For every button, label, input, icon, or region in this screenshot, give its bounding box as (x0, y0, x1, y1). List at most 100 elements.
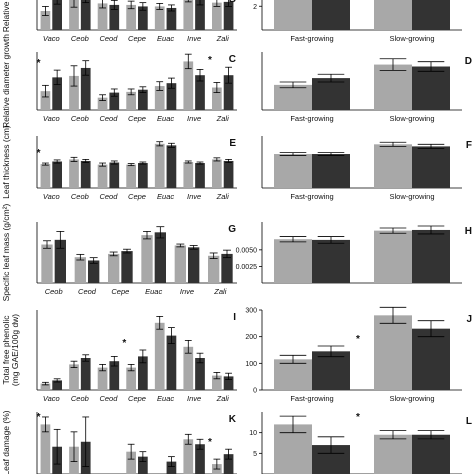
bar (412, 328, 450, 390)
bar (221, 253, 233, 283)
bar (154, 232, 166, 283)
category-label: Euac (157, 34, 174, 43)
bar (183, 439, 194, 474)
panel-C: Vaco Ceob Ceod Cepe Euac Inve Zali * * C Relative … (1, 34, 237, 128)
bar (374, 230, 412, 283)
panel-B: Vaco Ceob Ceod Cepe Euac Inve Zali B Relative he (1, 0, 237, 43)
y-axis-label: (mg GAE/100g dw) (10, 314, 20, 386)
y-tick-label: 5 (253, 451, 257, 458)
bar (412, 146, 450, 188)
category-label: Slow-growing (389, 114, 434, 123)
bar (40, 424, 51, 474)
bar (69, 159, 79, 188)
bar (166, 335, 177, 390)
bar (154, 86, 165, 110)
bar (121, 251, 133, 283)
y-axis-label: Relative he (1, 0, 11, 32)
category-label: Ceod (99, 34, 118, 43)
significance-star: * (208, 437, 212, 448)
bar (126, 91, 136, 110)
category-label: Slow-growing (389, 394, 434, 403)
bar (126, 164, 136, 188)
bar (195, 444, 205, 474)
bar (52, 0, 62, 30)
category-label: Cepe (111, 287, 129, 296)
category-label: Ceod (99, 192, 118, 201)
significance-star: * (356, 334, 360, 345)
significance-star: * (122, 338, 126, 349)
bar (138, 163, 148, 188)
bar (69, 75, 79, 110)
panel-L: * 10 5 L (249, 412, 472, 474)
bar (52, 161, 62, 188)
y-axis-label: Total free phenolic (1, 315, 11, 385)
y-tick-label: 100 (245, 361, 257, 368)
bar (195, 0, 205, 30)
category-label: Vaco (43, 394, 60, 403)
bar (183, 162, 194, 188)
category-label: Cepe (128, 394, 146, 403)
bar (97, 367, 108, 390)
category-label: Ceod (99, 114, 118, 123)
category-label: Vaco (43, 34, 60, 43)
bar (166, 145, 177, 188)
y-tick-label: 2 (253, 4, 257, 11)
bar (138, 456, 148, 474)
category-label: Ceob (71, 394, 89, 403)
significance-star: * (37, 412, 41, 423)
category-label: Zali (213, 287, 226, 296)
bar (88, 260, 100, 283)
category-label: Ceod (99, 394, 118, 403)
panel-letter: G (228, 224, 236, 235)
significance-star: * (37, 58, 41, 69)
bar (40, 164, 51, 188)
panel-letter: C (229, 54, 236, 65)
category-label: Cepe (128, 114, 146, 123)
bar (166, 83, 177, 110)
category-label: Fast-growing (290, 394, 333, 403)
bar (69, 0, 79, 30)
category-label: Ceob (71, 114, 89, 123)
category-label: Zali (216, 192, 229, 201)
panel-K: * * K Leaf damage (%) (1, 410, 237, 474)
category-label: Inve (187, 114, 201, 123)
bar (195, 358, 205, 390)
bar (74, 257, 86, 283)
bar (212, 87, 222, 110)
y-tick-label: 0.0025 (236, 264, 258, 271)
bar (126, 367, 136, 390)
panel-J: Fast-growing Slow-growing * 300 200 100 0 J (245, 306, 472, 403)
panel-G: Ceob Ceod Cepe Euac Inve Zali G Specific leaf m… (1, 203, 237, 301)
bar (174, 245, 186, 283)
category-label: Zali (216, 394, 229, 403)
bar (138, 356, 148, 390)
significance-star: * (37, 148, 41, 159)
bar (195, 75, 205, 110)
bar (312, 351, 350, 390)
y-axis-label: Specific leaf mass (g/cm²) (1, 203, 11, 301)
bar (223, 454, 234, 474)
bar (154, 6, 165, 30)
bar (54, 239, 66, 283)
category-label: Inve (180, 287, 194, 296)
bar (40, 11, 51, 30)
bar (154, 322, 165, 390)
bar (374, 144, 412, 188)
bar (40, 383, 51, 390)
bar (80, 358, 91, 390)
category-label: Zali (216, 34, 229, 43)
bar (166, 7, 177, 31)
bar (412, 0, 450, 30)
bar (223, 75, 234, 110)
bar (183, 61, 194, 110)
category-label: Euac (157, 114, 174, 123)
category-label: Slow-growing (389, 192, 434, 201)
bar (141, 235, 153, 283)
panel-top-right: Fast-growing Slow-growing 2 (253, 0, 462, 43)
bar (374, 434, 412, 474)
category-label: Fast-growing (290, 114, 333, 123)
bar (312, 0, 350, 30)
panel-letter: K (229, 414, 237, 425)
y-tick-label: 300 (245, 308, 257, 315)
